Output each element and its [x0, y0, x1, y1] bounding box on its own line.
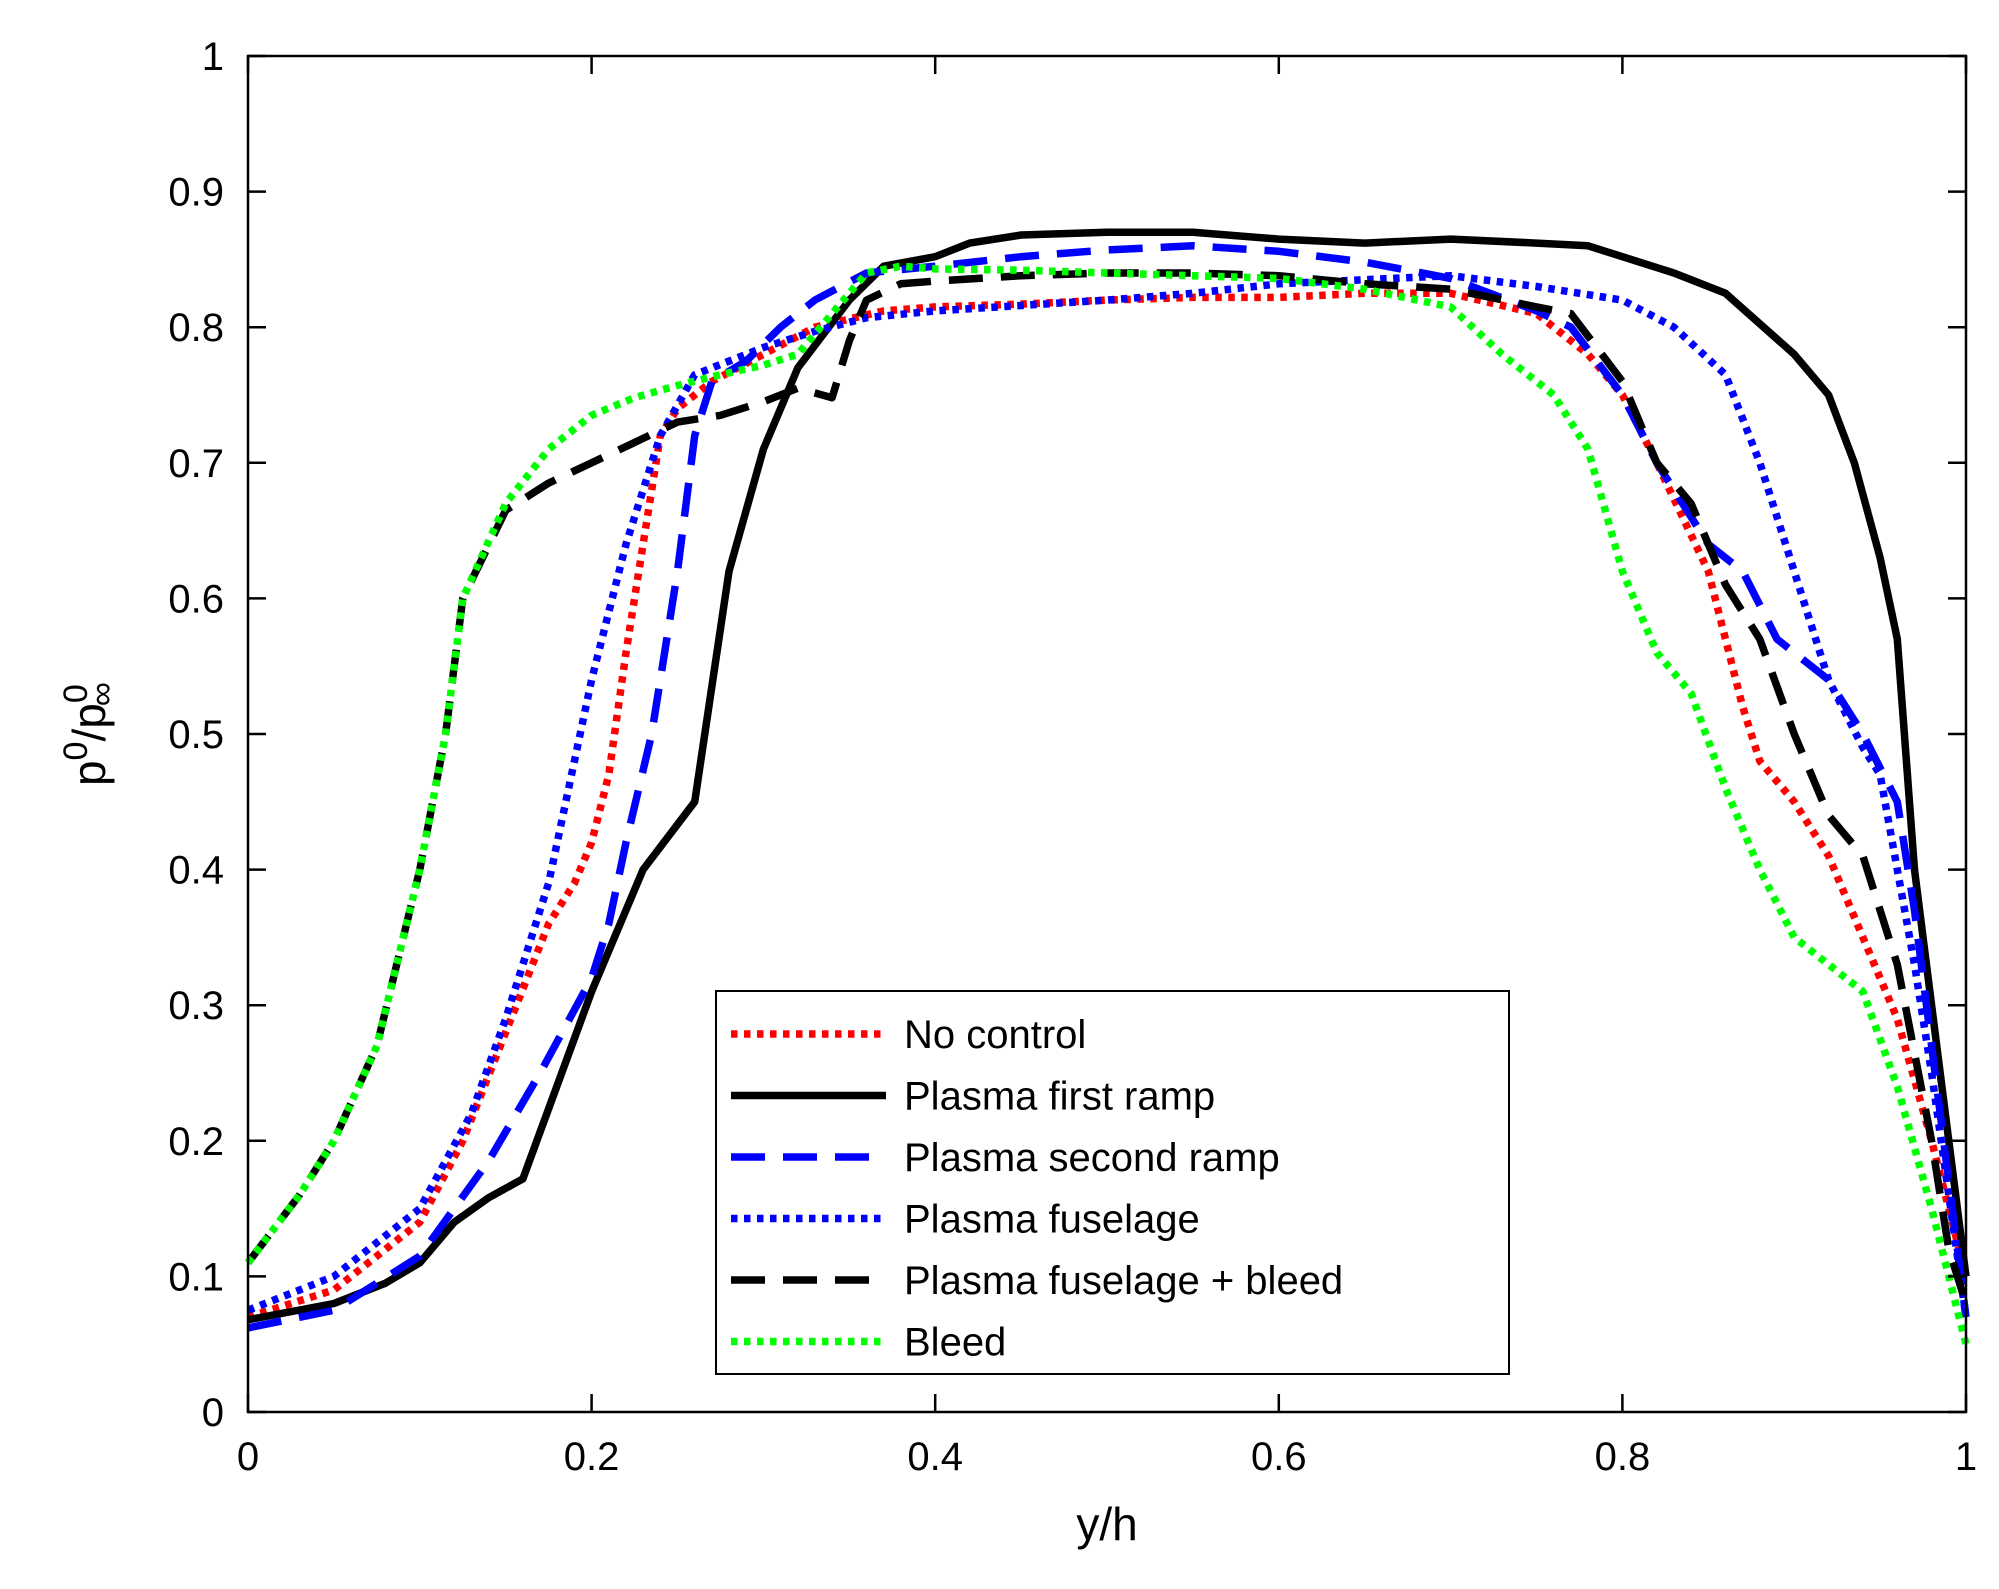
x-tick-label: 1	[1955, 1435, 1977, 1479]
y-label-sup: 0	[57, 742, 95, 761]
series-layer	[245, 228, 1970, 1346]
y-tick-label: 1	[202, 35, 224, 79]
y-label-slash: /	[63, 729, 115, 742]
y-tick-label: 0.9	[168, 171, 224, 215]
x-axis-label: y/h	[1076, 1498, 1137, 1550]
y-tick-label: 0	[202, 1391, 224, 1435]
y-tick-label: 0.6	[168, 577, 224, 621]
series-line-plasma-fuselage	[246, 271, 1970, 1318]
legend-label-bleed: Bleed	[904, 1321, 1006, 1365]
y-label-sup2: 0	[57, 684, 95, 703]
ticks-layer	[246, 54, 1968, 1414]
legend: No control Plasma first ramp Plasma second…	[715, 990, 1510, 1375]
y-tick-label: 0.5	[168, 713, 224, 757]
y-tick-label: 0.2	[168, 1120, 224, 1164]
x-tick-label: 0	[237, 1435, 259, 1479]
series-line-plasma-first-ramp	[247, 228, 1970, 1324]
y-tick-label: 0.4	[168, 849, 224, 893]
legend-label-plasma-fuselage-bleed: Plasma fuselage + bleed	[904, 1259, 1343, 1303]
legend-items: No control Plasma first ramp Plasma second…	[731, 1013, 1343, 1365]
legend-label-plasma-fuselage: Plasma fuselage	[904, 1198, 1200, 1242]
y-label-base: p	[63, 760, 115, 786]
y-label-base2: p	[63, 703, 115, 729]
y-tick-label: 0.7	[168, 442, 224, 486]
legend-label-no-control: No control	[904, 1013, 1086, 1057]
plot-frame	[246, 54, 1968, 1414]
y-axis-label: p0/p0∞	[57, 682, 121, 786]
x-tick-label: 0.4	[907, 1435, 963, 1479]
legend-label-plasma-first-ramp: Plasma first ramp	[904, 1075, 1215, 1119]
x-tick-label: 0.8	[1595, 1435, 1651, 1479]
legend-box	[715, 990, 1510, 1375]
y-tick-label: 0.1	[168, 1255, 224, 1299]
y-tick-label: 0.8	[168, 306, 224, 350]
y-label-sub2: ∞	[83, 682, 121, 706]
y-tick-label: 0.3	[168, 984, 224, 1028]
x-tick-label: 0.2	[564, 1435, 620, 1479]
series-line-bleed	[245, 262, 1970, 1346]
x-tick-label: 0.6	[1251, 1435, 1307, 1479]
legend-label-plasma-second-ramp: Plasma second ramp	[904, 1136, 1280, 1180]
tick-labels-layer: 0 0.2 0.4 0.6 0.8 1 0 0.1 0.2 0.3 0.4 0.5 0.6 0.7 0.8 0…	[168, 35, 1977, 1479]
